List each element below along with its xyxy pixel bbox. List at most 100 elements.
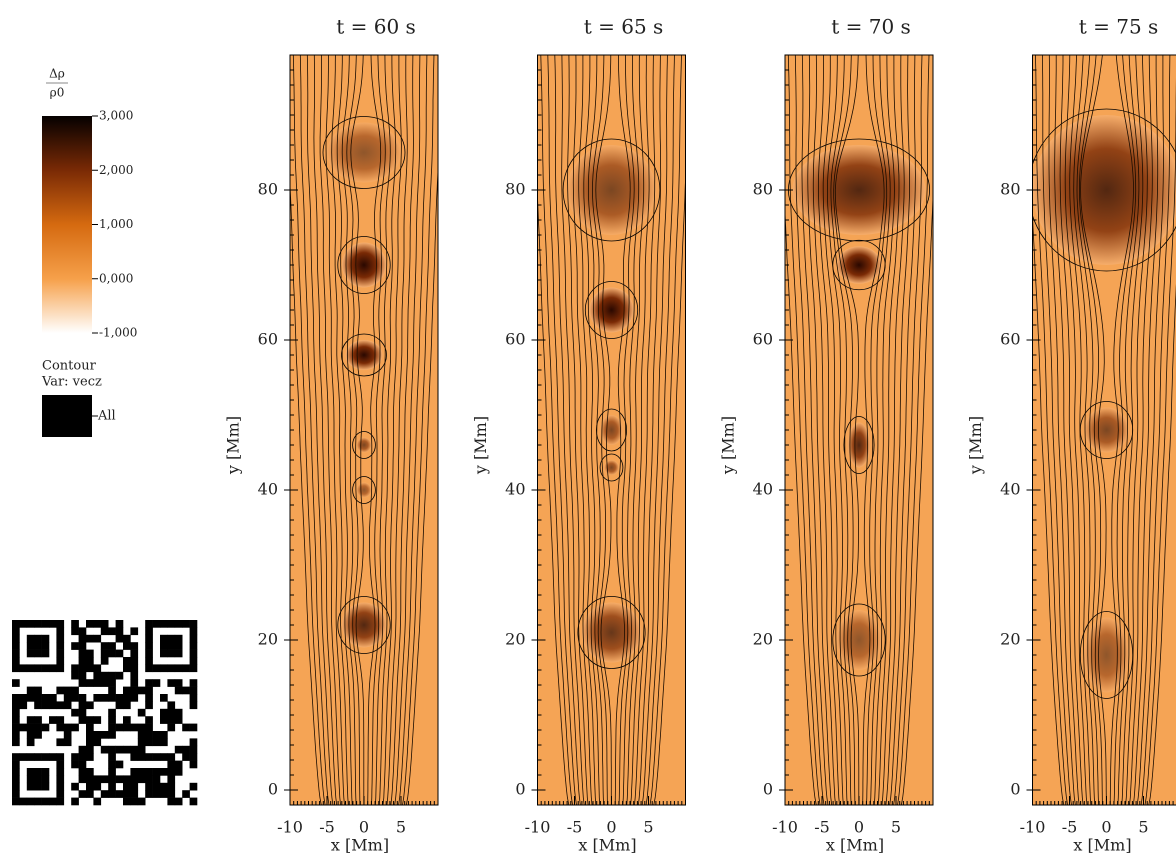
qr-cell xyxy=(56,753,64,761)
qr-cell xyxy=(108,753,116,761)
qr-cell xyxy=(86,731,94,739)
qr-cell xyxy=(130,672,138,680)
qr-cell xyxy=(42,642,50,650)
qr-cell xyxy=(27,783,35,791)
qr-cell xyxy=(42,694,50,702)
qr-cell xyxy=(145,753,153,761)
qr-cell xyxy=(79,761,87,769)
qr-cell xyxy=(175,635,183,643)
y-tick-label: 20 xyxy=(753,630,773,649)
x-tick-label: 5 xyxy=(643,818,653,837)
density-feature xyxy=(792,145,925,235)
qr-cell xyxy=(108,650,116,658)
qr-cell xyxy=(64,724,72,732)
y-axis-label: y [Mm] xyxy=(224,416,243,475)
qr-cell xyxy=(79,753,87,761)
qr-cell xyxy=(56,687,64,695)
qr-cell xyxy=(145,701,153,709)
qr-cell xyxy=(167,709,175,717)
contour-level: All xyxy=(97,409,116,424)
qr-cell xyxy=(56,790,64,798)
qr-cell xyxy=(190,783,198,791)
qr-cell xyxy=(71,783,79,791)
x-axis-label: x [Mm] xyxy=(826,836,884,855)
qr-cell xyxy=(145,738,153,746)
panel-title: t = 60 s xyxy=(336,15,416,39)
qr-cell xyxy=(79,650,87,658)
qr-cell xyxy=(116,775,124,783)
qr-cell xyxy=(27,694,35,702)
qr-cell xyxy=(123,775,131,783)
qr-cell xyxy=(71,642,79,650)
qr-cell xyxy=(19,798,27,806)
qr-cell xyxy=(71,709,79,717)
qr-cell xyxy=(64,687,72,695)
qr-cell xyxy=(190,635,198,643)
qr-cell xyxy=(71,724,79,732)
panel-title: t = 70 s xyxy=(831,15,911,39)
qr-cell xyxy=(93,775,101,783)
qr-cell xyxy=(153,783,161,791)
colorbar-denominator: ρ0 xyxy=(50,86,65,100)
qr-cell xyxy=(56,701,64,709)
qr-cell xyxy=(86,746,94,754)
qr-cell xyxy=(93,620,101,628)
qr-cell xyxy=(108,642,116,650)
qr-cell xyxy=(130,783,138,791)
qr-cell xyxy=(190,746,198,754)
qr-cell xyxy=(27,768,35,776)
qr-cell xyxy=(167,790,175,798)
x-tick-label: -10 xyxy=(772,818,798,837)
qr-cell xyxy=(93,679,101,687)
y-tick-label: 80 xyxy=(1000,180,1020,199)
qr-cell xyxy=(71,694,79,702)
qr-cell xyxy=(145,768,153,776)
qr-cell xyxy=(138,724,146,732)
qr-cell xyxy=(79,657,87,665)
contour-title: Contour xyxy=(42,359,97,374)
qr-cell xyxy=(190,724,198,732)
x-tick-label: 0 xyxy=(359,818,369,837)
qr-cell xyxy=(49,753,57,761)
qr-cell xyxy=(86,664,94,672)
qr-cell xyxy=(123,657,131,665)
qr-cell xyxy=(49,716,57,724)
x-tick-label: 0 xyxy=(606,818,616,837)
qr-cell xyxy=(27,738,35,746)
qr-cell xyxy=(101,746,109,754)
qr-cell xyxy=(56,783,64,791)
qr-cell xyxy=(34,694,42,702)
qr-cell xyxy=(190,694,198,702)
qr-cell xyxy=(34,635,42,643)
qr-cell xyxy=(108,731,116,739)
y-axis-label: y [Mm] xyxy=(966,416,985,475)
y-axis-label: y [Mm] xyxy=(471,416,490,475)
qr-cell xyxy=(93,672,101,680)
qr-cell xyxy=(12,642,20,650)
qr-cell xyxy=(108,761,116,769)
plot-area xyxy=(286,55,441,805)
panel-title: t = 75 s xyxy=(1079,15,1159,39)
qr-cell xyxy=(71,761,79,769)
qr-cell xyxy=(79,701,87,709)
qr-cell xyxy=(175,798,183,806)
y-tick-label: 20 xyxy=(505,630,525,649)
qr-cell xyxy=(138,687,146,695)
y-tick-label: 80 xyxy=(505,180,525,199)
qr-cell xyxy=(116,746,124,754)
qr-cell xyxy=(175,664,183,672)
qr-cell xyxy=(190,679,198,687)
qr-cell xyxy=(130,694,138,702)
qr-cell xyxy=(190,650,198,658)
y-tick-label: 0 xyxy=(763,780,773,799)
qr-cell xyxy=(182,790,190,798)
qr-cell xyxy=(190,620,198,628)
qr-cell xyxy=(145,716,153,724)
qr-cell xyxy=(86,716,94,724)
qr-cell xyxy=(34,783,42,791)
qr-cell xyxy=(56,775,64,783)
y-tick-label: 20 xyxy=(1000,630,1020,649)
y-tick-label: 40 xyxy=(505,480,525,499)
y-tick-label: 80 xyxy=(258,180,278,199)
panel-title: t = 65 s xyxy=(584,15,664,39)
